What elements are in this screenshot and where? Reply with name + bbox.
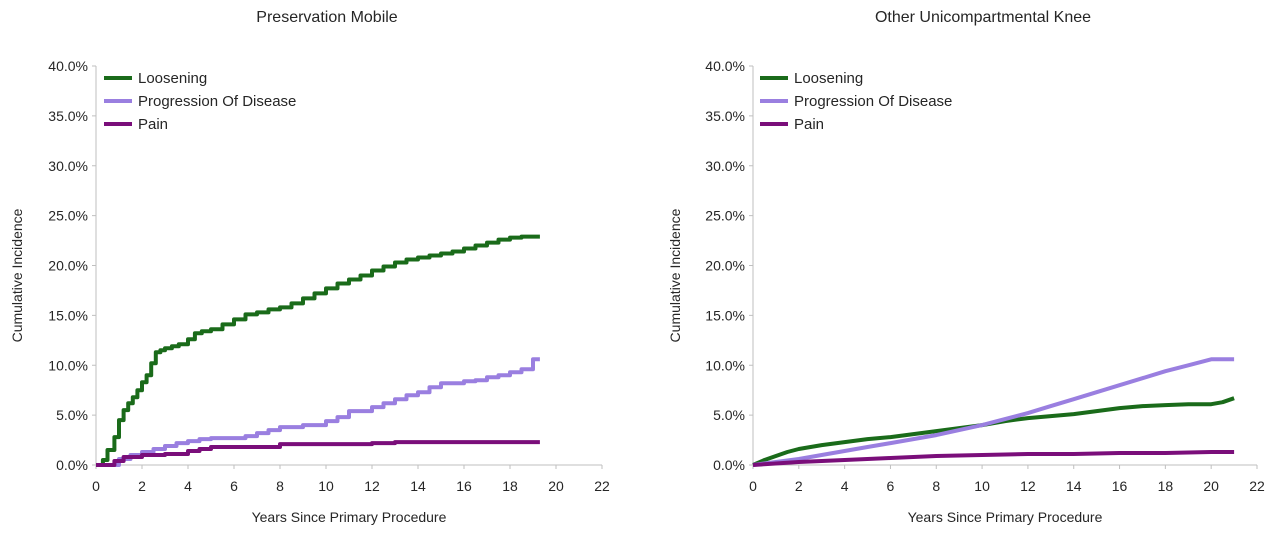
chart-title: Preservation Mobile	[256, 9, 398, 26]
x-tick-label: 2	[795, 478, 803, 494]
series-line-pain	[96, 440, 540, 467]
y-tick-label: 35.0%	[48, 108, 88, 124]
y-tick-label: 15.0%	[48, 307, 88, 323]
y-tick-label: 30.0%	[48, 158, 88, 174]
chart-title: Other Unicompartmental Knee	[875, 9, 1091, 26]
x-axis-label: Years Since Primary Procedure	[252, 509, 447, 525]
y-tick-label: 25.0%	[48, 208, 88, 224]
x-tick-label: 22	[594, 478, 610, 494]
x-tick-label: 6	[887, 478, 895, 494]
x-tick-label: 0	[749, 478, 757, 494]
y-tick-label: 30.0%	[705, 158, 745, 174]
x-tick-label: 16	[1112, 478, 1128, 494]
y-tick-label: 20.0%	[705, 258, 745, 274]
y-axis-label: Cumulative Incidence	[667, 208, 683, 342]
y-tick-label: 0.0%	[713, 457, 745, 473]
x-tick-label: 6	[230, 478, 238, 494]
legend-label: Loosening	[794, 70, 863, 87]
x-tick-label: 8	[276, 478, 284, 494]
x-tick-label: 8	[932, 478, 940, 494]
x-axis-label: Years Since Primary Procedure	[908, 509, 1103, 525]
legend-label: Progression Of Disease	[138, 93, 296, 110]
x-tick-label: 18	[1158, 478, 1174, 494]
legend-label: Pain	[138, 116, 168, 133]
y-tick-label: 25.0%	[705, 208, 745, 224]
series-line-loosening	[96, 234, 540, 467]
x-tick-label: 12	[1020, 478, 1036, 494]
x-tick-label: 14	[1066, 478, 1082, 494]
y-tick-label: 5.0%	[713, 407, 745, 423]
y-axis-label: Cumulative Incidence	[9, 208, 25, 342]
y-tick-label: 15.0%	[705, 307, 745, 323]
x-tick-label: 22	[1249, 478, 1265, 494]
y-tick-label: 0.0%	[56, 457, 88, 473]
x-tick-label: 4	[184, 478, 192, 494]
x-tick-label: 16	[456, 478, 472, 494]
x-tick-label: 10	[318, 478, 334, 494]
legend-label: Pain	[794, 116, 824, 133]
y-tick-label: 40.0%	[705, 58, 745, 74]
x-tick-label: 10	[974, 478, 990, 494]
chart-panel-1: Preservation Mobile 0.0% 5.0% 10.0% 15.0% 20.…	[9, 9, 610, 525]
series-line-pain	[752, 450, 1235, 467]
legend-label: Loosening	[138, 70, 207, 87]
x-tick-label: 4	[841, 478, 849, 494]
x-tick-label: 0	[92, 478, 100, 494]
x-tick-label: 2	[138, 478, 146, 494]
series-line-progression-of-disease	[96, 357, 540, 467]
x-tick-label: 20	[1203, 478, 1219, 494]
y-tick-label: 5.0%	[56, 407, 88, 423]
x-tick-label: 18	[502, 478, 518, 494]
y-tick-label: 40.0%	[48, 58, 88, 74]
series-line-progression-of-disease	[752, 357, 1235, 467]
y-tick-label: 20.0%	[48, 258, 88, 274]
x-tick-label: 14	[410, 478, 426, 494]
chart-panel-2: Other Unicompartmental Knee 0.0% 5.0% 10.0%…	[667, 9, 1265, 525]
legend-label: Progression Of Disease	[794, 93, 952, 110]
x-tick-label: 12	[364, 478, 380, 494]
y-tick-label: 35.0%	[705, 108, 745, 124]
y-tick-label: 10.0%	[48, 357, 88, 373]
x-tick-label: 20	[548, 478, 564, 494]
y-tick-label: 10.0%	[705, 357, 745, 373]
